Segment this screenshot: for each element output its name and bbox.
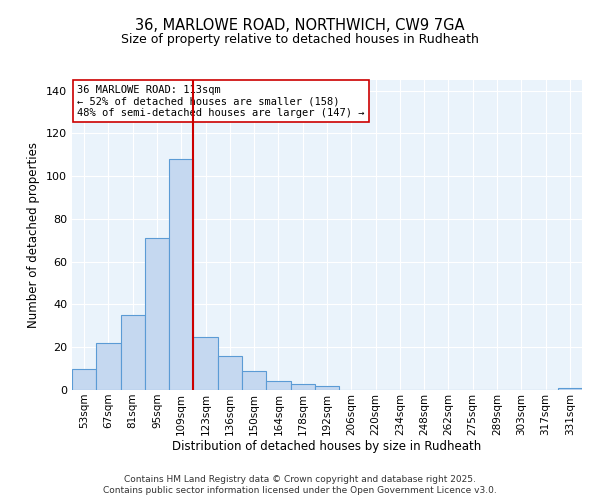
Bar (558, 388, 582, 390)
Bar (315, 386, 339, 390)
Bar (242, 371, 266, 390)
Bar (96, 343, 121, 390)
Bar (121, 315, 145, 390)
Bar (169, 159, 193, 390)
Bar (290, 384, 315, 390)
Bar (218, 356, 242, 390)
Bar (266, 382, 290, 390)
Text: 36, MARLOWE ROAD, NORTHWICH, CW9 7GA: 36, MARLOWE ROAD, NORTHWICH, CW9 7GA (135, 18, 465, 32)
Text: Contains HM Land Registry data © Crown copyright and database right 2025.: Contains HM Land Registry data © Crown c… (124, 475, 476, 484)
Bar (193, 336, 218, 390)
Text: 36 MARLOWE ROAD: 113sqm
← 52% of detached houses are smaller (158)
48% of semi-d: 36 MARLOWE ROAD: 113sqm ← 52% of detache… (77, 84, 365, 118)
Bar (145, 238, 169, 390)
X-axis label: Distribution of detached houses by size in Rudheath: Distribution of detached houses by size … (172, 440, 482, 454)
Y-axis label: Number of detached properties: Number of detached properties (28, 142, 40, 328)
Text: Size of property relative to detached houses in Rudheath: Size of property relative to detached ho… (121, 32, 479, 46)
Text: Contains public sector information licensed under the Open Government Licence v3: Contains public sector information licen… (103, 486, 497, 495)
Bar (72, 368, 96, 390)
